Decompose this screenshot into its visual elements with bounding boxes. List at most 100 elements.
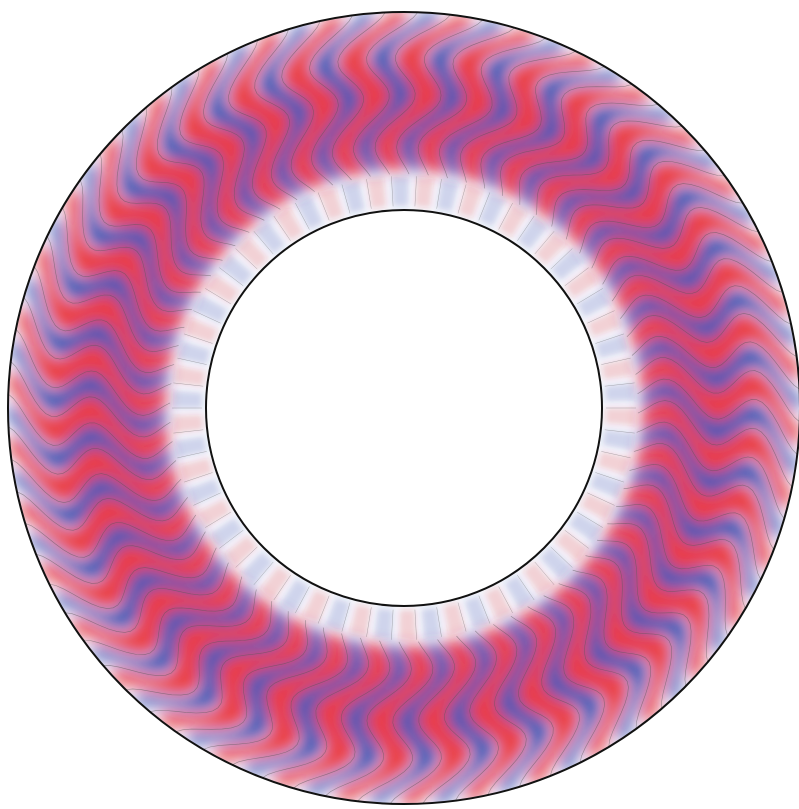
plume-positive — [639, 356, 799, 448]
contour-line — [149, 611, 289, 714]
plume-positive — [602, 523, 708, 681]
contour-line — [455, 630, 499, 801]
contour-line — [64, 562, 229, 633]
inner-cell — [177, 341, 211, 365]
plume-positive — [577, 557, 671, 725]
contour-line — [103, 589, 257, 677]
inner-cell — [184, 317, 218, 344]
contour-line — [389, 639, 455, 804]
cell-contour — [295, 586, 310, 614]
plume-positive — [18, 496, 193, 556]
contour-line — [331, 12, 386, 181]
cell-contour — [436, 607, 442, 637]
inner-cell — [273, 206, 304, 241]
contour-line — [175, 620, 308, 732]
plume-positive — [137, 91, 231, 259]
contour-line — [396, 19, 484, 175]
inner-cell — [193, 294, 228, 324]
plume-negative — [240, 638, 367, 775]
inner-cell — [605, 408, 636, 426]
inner-cell — [522, 562, 555, 596]
inner-cell — [414, 176, 435, 208]
contour-line — [232, 633, 348, 766]
plume-positive — [515, 609, 579, 785]
inner-cell — [173, 365, 206, 387]
contour-line — [83, 576, 243, 656]
plume-negative — [26, 274, 170, 393]
cell-contour — [564, 267, 589, 286]
cell-contour — [317, 595, 330, 624]
contour-line — [8, 426, 177, 481]
plume-negative — [312, 13, 377, 182]
plume-negative — [554, 143, 720, 234]
contour-line — [611, 258, 784, 302]
plume-negative — [366, 643, 454, 804]
inner-cell — [349, 604, 372, 637]
plume-negative — [160, 73, 244, 243]
inner-cell — [325, 598, 350, 632]
plume-positive — [68, 567, 240, 654]
cell-contour — [414, 176, 417, 207]
contour-line — [637, 378, 798, 455]
contour-line — [62, 207, 185, 332]
contour-line — [637, 400, 793, 488]
plume-negative — [624, 289, 796, 348]
inner-cell — [235, 236, 269, 270]
inner-cell — [568, 512, 603, 543]
contour-line — [572, 569, 652, 729]
contour-line — [24, 514, 197, 558]
cell-contour — [173, 429, 204, 434]
contour-line — [597, 539, 692, 687]
plume-positive — [462, 627, 526, 800]
inner-cell — [209, 517, 244, 549]
cell-contour — [498, 202, 513, 230]
contour-line — [558, 583, 629, 748]
plume-positive — [8, 368, 169, 460]
contour-line — [179, 68, 250, 233]
inner-cell — [205, 273, 240, 304]
contour-line — [616, 504, 728, 637]
contour-line — [203, 53, 265, 221]
inner-cell — [196, 498, 231, 528]
plume-negative — [606, 236, 781, 296]
contour-line — [631, 335, 799, 390]
plume-positive — [500, 88, 653, 200]
cell-contour — [587, 492, 615, 506]
outer-plumes — [8, 12, 799, 804]
cell-contour — [273, 575, 291, 601]
cell-contour — [366, 607, 372, 637]
contour-line — [635, 357, 799, 423]
contour-line — [254, 28, 298, 201]
contour-line — [156, 87, 236, 247]
inner-cell — [550, 248, 584, 281]
plume-positive — [417, 29, 539, 174]
contour-line — [374, 14, 451, 175]
plume-positive — [108, 594, 271, 694]
plume-negative — [51, 215, 179, 350]
plume-negative — [8, 403, 172, 479]
inner-cells — [172, 176, 636, 640]
cell-contour — [219, 267, 244, 286]
cell-contour — [534, 561, 555, 585]
inner-cell — [504, 575, 535, 610]
inner-cell — [517, 216, 549, 250]
plume-positive — [630, 314, 799, 382]
plume-negative — [27, 520, 202, 580]
plume-positive — [269, 642, 391, 787]
plume-negative — [441, 41, 568, 178]
contour-line — [11, 459, 182, 503]
plume-positive — [282, 16, 346, 189]
contour-line — [543, 595, 605, 763]
cell-contour — [177, 357, 207, 365]
cell-contour — [436, 179, 442, 209]
plume-negative — [629, 466, 757, 601]
inner-cell — [172, 414, 204, 434]
inner-cell — [240, 551, 274, 585]
cell-contour — [587, 310, 615, 324]
cell-contour — [517, 215, 535, 241]
cell-contour — [235, 248, 258, 270]
inner-cell — [498, 203, 528, 238]
cell-contour — [478, 595, 491, 624]
cell-contour — [534, 231, 555, 255]
